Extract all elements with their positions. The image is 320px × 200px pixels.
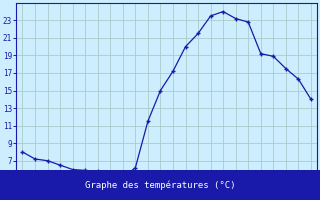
Text: Graphe des températures (°C): Graphe des températures (°C) [85, 180, 235, 190]
